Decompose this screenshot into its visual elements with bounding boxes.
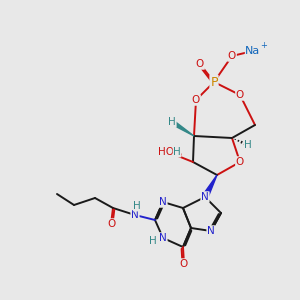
Polygon shape xyxy=(202,175,217,198)
Text: N: N xyxy=(131,210,139,220)
Text: N: N xyxy=(207,226,215,236)
Text: H: H xyxy=(168,117,176,127)
Text: H: H xyxy=(133,201,141,211)
Text: O: O xyxy=(192,95,200,105)
Text: N: N xyxy=(159,233,167,243)
Text: P: P xyxy=(210,76,218,88)
Text: HO: HO xyxy=(158,147,174,157)
Text: O: O xyxy=(196,59,204,69)
Text: O: O xyxy=(180,259,188,269)
Text: O: O xyxy=(228,51,236,61)
Text: N: N xyxy=(201,192,209,202)
Text: H: H xyxy=(149,236,157,246)
Text: +: + xyxy=(261,41,267,50)
Polygon shape xyxy=(171,120,194,136)
Text: O: O xyxy=(236,157,244,167)
Text: H: H xyxy=(244,140,252,150)
Text: O: O xyxy=(107,219,115,229)
Text: H: H xyxy=(173,147,181,157)
Text: Na: Na xyxy=(245,46,261,56)
Text: O: O xyxy=(236,90,244,100)
Text: N: N xyxy=(159,197,167,207)
